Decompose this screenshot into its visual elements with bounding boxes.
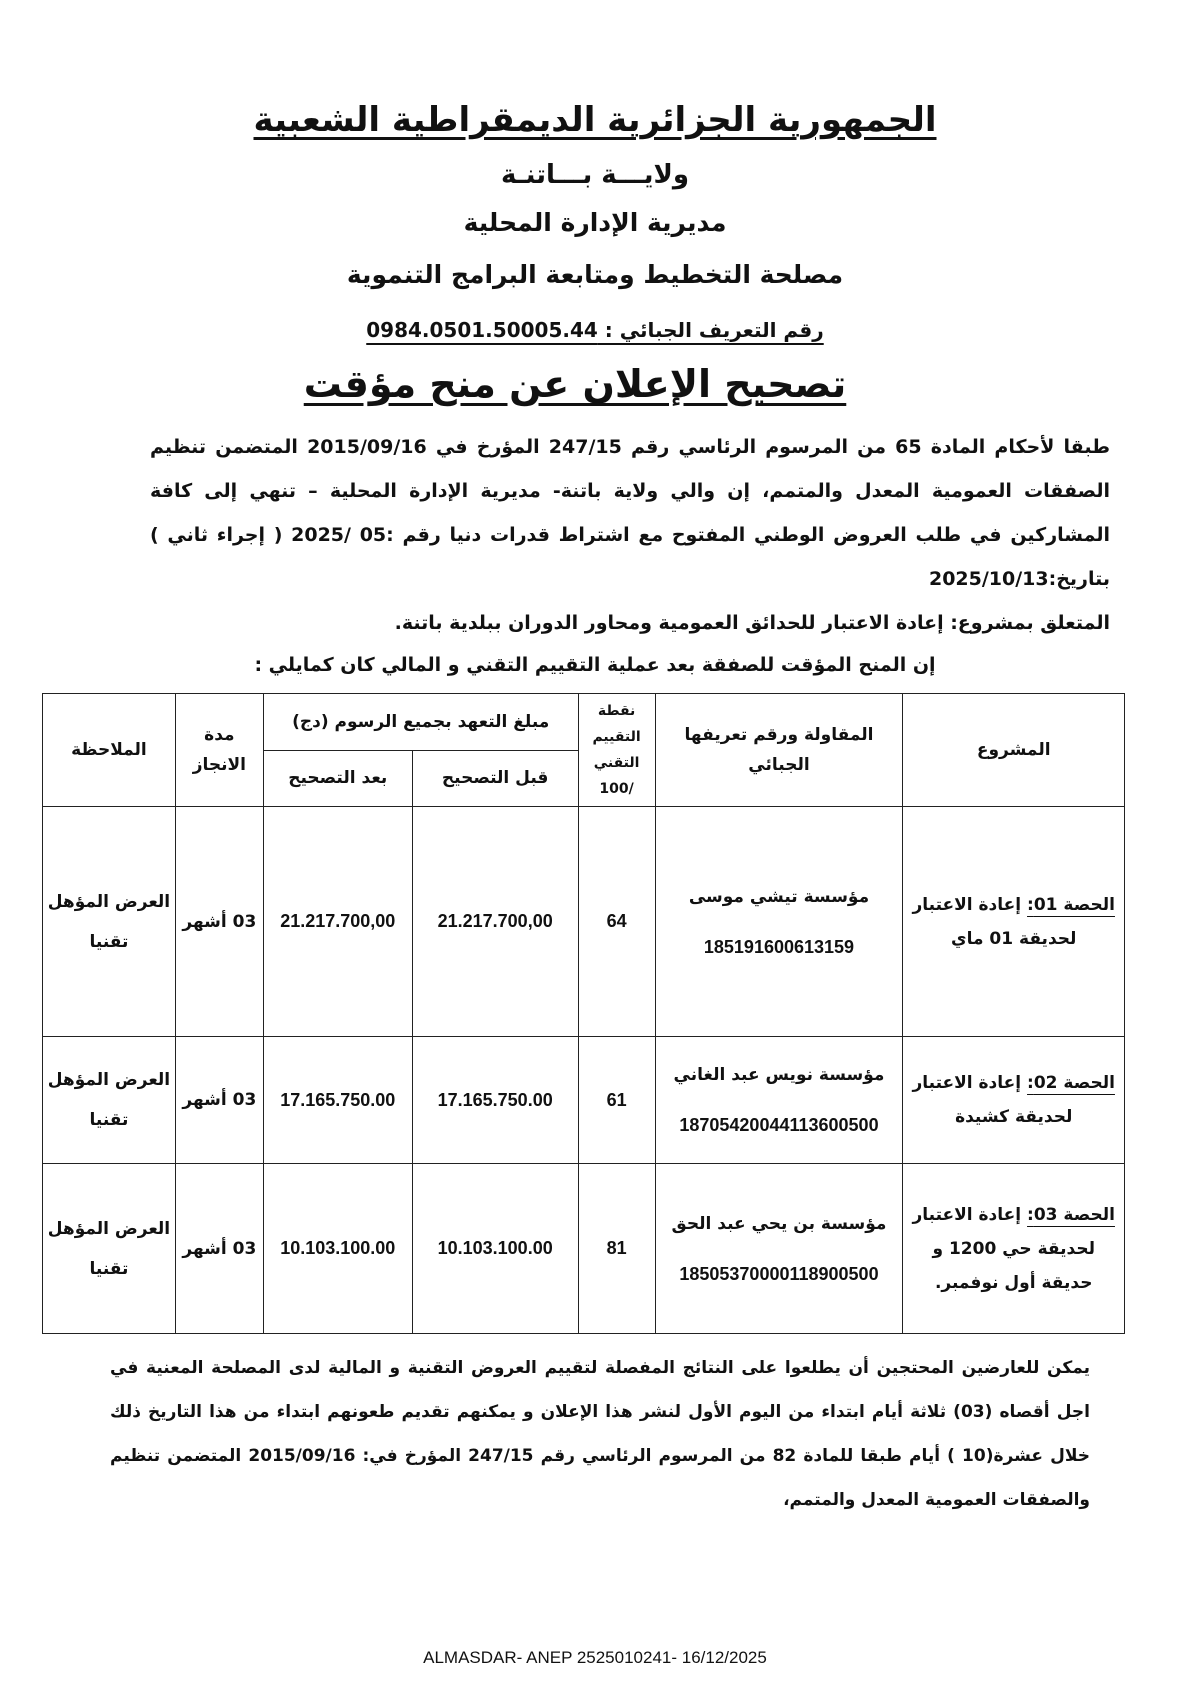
project-name: إعادة الاعتبار لحديقة كشيدة — [912, 1073, 1073, 1127]
duration: 03 أشهر — [174, 1163, 264, 1334]
contractor-name: مؤسسة تيشي موسى — [688, 886, 870, 907]
contractor-tax-id: 185191600613159 — [703, 936, 855, 957]
award-table: المشروع المقاولة ورقم تعريفها الجبائي نق… — [42, 693, 1125, 1334]
notes: العرض المؤهل تقنيا — [42, 1163, 176, 1334]
header-project: المشروع — [902, 693, 1125, 807]
table-row: الحصة 01: إعادة الاعتبار لحديقة 01 ماي م… — [42, 806, 1125, 1037]
directorate-heading: مديرية الإدارة المحلية — [463, 208, 727, 237]
table-row: الحصة 02: إعادة الاعتبار لحديقة كشيدة مؤ… — [42, 1036, 1125, 1164]
republic-heading: الجمهورية الجزائرية الديمقراطية الشعبية — [253, 100, 937, 140]
contractor-tax-id: 18705420044113600500 — [679, 1115, 879, 1135]
score: 81 — [577, 1163, 656, 1334]
wilaya-heading: ولايـــة بـــاتنـة — [501, 160, 689, 190]
amount-before: 21.217.700,00 — [411, 806, 579, 1037]
header-amount: مبلغ التعهد بجميع الرسوم (دج) — [262, 693, 579, 751]
score: 61 — [577, 1036, 656, 1164]
appeal-paragraph: يمكن للعارضين المحتجين أن يطلعوا على الن… — [110, 1358, 1091, 1510]
project-line: المتعلق بمشروع: إعادة الاعتبار للحدائق ا… — [394, 612, 1110, 634]
amount-after: 17.165.750.00 — [262, 1036, 413, 1164]
amount-before: 10.103.100.00 — [411, 1163, 579, 1334]
page-title: تصحيح الإعلان عن منح مؤقت — [303, 362, 847, 406]
service-heading: مصلحة التخطيط ومتابعة البرامج التنموية — [346, 260, 844, 289]
source-reference: ALMASDAR- ANEP 2525010241- 16/12/2025 — [423, 1648, 767, 1667]
header-score: نقطة التقييم التقني /100 — [577, 693, 656, 807]
lot-label: الحصة 01: — [1027, 894, 1115, 915]
header-contractor: المقاولة ورقم تعريفها الجبائي — [654, 693, 904, 807]
tax-id: رقم التعريف الجبائي : 0984.0501.50005.44 — [366, 318, 824, 342]
duration: 03 أشهر — [174, 806, 264, 1037]
lot-label: الحصة 03: — [1027, 1204, 1115, 1225]
amount-after: 21.217.700,00 — [262, 806, 413, 1037]
header-duration: مدة الانجاز — [174, 693, 264, 807]
notes: العرض المؤهل تقنيا — [42, 1036, 176, 1164]
award-lead: إن المنح المؤقت للصفقة بعد عملية التقييم… — [254, 654, 936, 676]
contractor-name: مؤسسة نويس عبد الغاني — [673, 1065, 885, 1085]
project-name: إعادة الاعتبار لحديقة حي 1200 و حديقة أو… — [912, 1204, 1095, 1293]
duration: 03 أشهر — [174, 1036, 264, 1164]
amount-after: 10.103.100.00 — [262, 1163, 413, 1334]
lot-label: الحصة 02: — [1027, 1073, 1115, 1093]
header-notes: الملاحظة — [42, 693, 176, 807]
score: 64 — [577, 806, 656, 1037]
header-after: بعد التصحيح — [262, 749, 413, 807]
table-row: الحصة 03: إعادة الاعتبار لحديقة حي 1200 … — [42, 1163, 1125, 1334]
notes: العرض المؤهل تقنيا — [42, 806, 176, 1037]
project-name: إعادة الاعتبار لحديقة 01 ماي — [912, 894, 1077, 949]
contractor-tax-id: 18505370000118900500 — [679, 1263, 879, 1284]
header-before: قبل التصحيح — [411, 749, 579, 807]
document-body: طبقا لأحكام المادة 65 من المرسوم الرئاسي… — [0, 425, 1190, 1670]
intro-paragraph: طبقا لأحكام المادة 65 من المرسوم الرئاسي… — [150, 436, 1111, 590]
contractor-name: مؤسسة بن يحي عبد الحق — [671, 1213, 887, 1234]
amount-before: 17.165.750.00 — [411, 1036, 579, 1164]
